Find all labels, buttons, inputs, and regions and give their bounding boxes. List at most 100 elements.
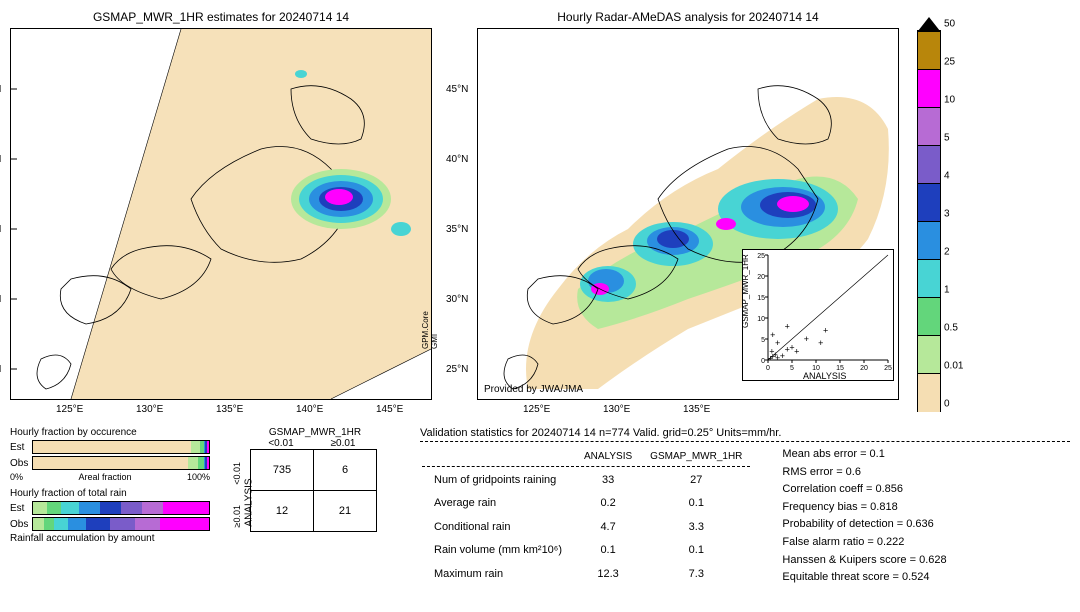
colorbar-tick: 4 bbox=[944, 171, 950, 182]
svg-text:+: + bbox=[818, 338, 823, 348]
colorbar-tick: 3 bbox=[944, 209, 950, 220]
comp-label: Conditional rain bbox=[422, 516, 574, 538]
stats-title: Validation statistics for 20240714 14 n=… bbox=[420, 427, 1070, 442]
colorbar-tick: 0.01 bbox=[944, 361, 963, 372]
svg-text:+: + bbox=[770, 330, 775, 340]
metric-row: Probability of detection = 0.636 bbox=[782, 516, 946, 534]
comp-label: Rain volume (mm km²10⁶) bbox=[422, 540, 574, 562]
svg-text:+: + bbox=[775, 338, 780, 348]
lon-tick: 135°E bbox=[216, 404, 243, 415]
comp-a: 33 bbox=[576, 469, 640, 491]
lat-tick: 25°N bbox=[0, 364, 1, 375]
comp-a: 4.7 bbox=[576, 516, 640, 538]
lon-tick: 125°E bbox=[56, 404, 83, 415]
lon-tick: 140°E bbox=[296, 404, 323, 415]
obs-label2: Obs bbox=[10, 519, 32, 530]
bottom-row: Hourly fraction by occurence Est Obs 0% A… bbox=[10, 427, 1070, 587]
scatter-xlabel: ANALYSIS bbox=[803, 371, 846, 381]
metric-row: Hanssen & Kuipers score = 0.628 bbox=[782, 552, 946, 570]
cont-cell: 21 bbox=[314, 491, 377, 532]
svg-text:+: + bbox=[769, 347, 774, 357]
cont-cell: 735 bbox=[251, 450, 314, 491]
comp-label: Average rain bbox=[422, 492, 574, 514]
rain-est-bar bbox=[32, 501, 210, 515]
svg-text:+: + bbox=[804, 334, 809, 344]
occ-obs-bar bbox=[32, 456, 210, 470]
colorbar-tick: 5 bbox=[944, 133, 950, 144]
svg-text:25: 25 bbox=[757, 253, 765, 260]
lat-tick: 30°N bbox=[446, 294, 468, 305]
left-map-svg bbox=[11, 29, 431, 399]
obs-label: Obs bbox=[10, 458, 32, 469]
lon-tick: 145°E bbox=[376, 404, 403, 415]
top-row: GSMAP_MWR_1HR estimates for 20240714 14 bbox=[10, 10, 1070, 412]
svg-text:25: 25 bbox=[884, 365, 892, 372]
comp-e: 27 bbox=[642, 469, 750, 491]
comp-a: 0.2 bbox=[576, 492, 640, 514]
stats-block: Validation statistics for 20240714 14 n=… bbox=[420, 427, 1070, 587]
rain-obs-bar bbox=[32, 517, 210, 531]
cont-row-0: <0.01 bbox=[232, 462, 242, 485]
est-label: Est bbox=[10, 442, 32, 453]
metric-row: Correlation coeff = 0.856 bbox=[782, 481, 946, 499]
svg-text:15: 15 bbox=[757, 295, 765, 302]
lat-tick: 45°N bbox=[0, 84, 1, 95]
lat-tick: 45°N bbox=[446, 84, 468, 95]
est-label2: Est bbox=[10, 503, 32, 514]
svg-text:5: 5 bbox=[761, 337, 765, 344]
lat-tick: 30°N bbox=[0, 294, 1, 305]
metrics-list: Mean abs error = 0.1RMS error = 0.6Corre… bbox=[782, 446, 946, 587]
comp-label: Num of gridpoints raining bbox=[422, 469, 574, 491]
cont-row-1: ≥0.01 bbox=[232, 505, 242, 527]
cont-col-header: GSMAP_MWR_1HR bbox=[230, 427, 400, 438]
right-map-panel: Hourly Radar-AMeDAS analysis for 2024071… bbox=[477, 10, 899, 400]
lon-tick: 125°E bbox=[523, 404, 550, 415]
comparison-table: ANALYSISGSMAP_MWR_1HR Num of gridpoints … bbox=[420, 446, 752, 587]
left-map-box: GPM.Core GMI 45°N 40°N 35°N 30°N 25°N 12… bbox=[10, 28, 432, 400]
swath-label: GPM.Core GMI bbox=[421, 311, 439, 349]
accum-title: Rainfall accumulation by amount bbox=[10, 533, 210, 544]
cont-col-1: ≥0.01 bbox=[312, 438, 374, 449]
left-map-title: GSMAP_MWR_1HR estimates for 20240714 14 bbox=[10, 10, 432, 24]
occ-title: Hourly fraction by occurence bbox=[10, 427, 210, 438]
col-est: GSMAP_MWR_1HR bbox=[642, 448, 750, 467]
svg-text:+: + bbox=[794, 347, 799, 357]
rain-title: Hourly fraction of total rain bbox=[10, 488, 210, 499]
contingency-block: GSMAP_MWR_1HR <0.01 ≥0.01 ANALYSIS <0.01… bbox=[230, 427, 400, 532]
lat-tick: 25°N bbox=[446, 364, 468, 375]
cont-row-header: ANALYSIS bbox=[244, 478, 255, 526]
svg-text:10: 10 bbox=[757, 316, 765, 323]
svg-text:0: 0 bbox=[766, 365, 770, 372]
svg-text:+: + bbox=[823, 326, 828, 336]
svg-text:+: + bbox=[785, 321, 790, 331]
metric-row: Mean abs error = 0.1 bbox=[782, 446, 946, 464]
contingency-table: 7356 1221 bbox=[250, 449, 377, 532]
metric-row: Equitable threat score = 0.524 bbox=[782, 569, 946, 587]
colorbar: 502510543210.50.010 bbox=[917, 30, 941, 412]
occ-est-bar bbox=[32, 440, 210, 454]
right-map-box: 00551010151520202525+++++++++++++++ ANAL… bbox=[477, 28, 899, 400]
colorbar-tick: 0.5 bbox=[944, 323, 958, 334]
colorbar-tick: 1 bbox=[944, 285, 950, 296]
areal-l: 0% bbox=[10, 472, 23, 482]
svg-text:20: 20 bbox=[860, 365, 868, 372]
cont-cell: 12 bbox=[251, 491, 314, 532]
left-map-panel: GSMAP_MWR_1HR estimates for 20240714 14 bbox=[10, 10, 432, 400]
lat-tick: 35°N bbox=[0, 224, 1, 235]
cont-cell: 6 bbox=[314, 450, 377, 491]
col-analysis: ANALYSIS bbox=[576, 448, 640, 467]
areal-r: 100% bbox=[187, 472, 210, 482]
lat-tick: 40°N bbox=[0, 154, 1, 165]
metric-row: False alarm ratio = 0.222 bbox=[782, 534, 946, 552]
scatter-ylabel: GSMAP_MWR_1HR bbox=[741, 254, 750, 328]
svg-text:20: 20 bbox=[757, 274, 765, 281]
lon-tick: 130°E bbox=[603, 404, 630, 415]
metric-row: Frequency bias = 0.818 bbox=[782, 499, 946, 517]
right-map-title: Hourly Radar-AMeDAS analysis for 2024071… bbox=[477, 10, 899, 24]
lon-tick: 130°E bbox=[136, 404, 163, 415]
colorbar-tick: 10 bbox=[944, 95, 955, 106]
fraction-block: Hourly fraction by occurence Est Obs 0%A… bbox=[10, 427, 210, 546]
provided-label: Provided by JWA/JMA bbox=[484, 384, 583, 395]
comp-e: 7.3 bbox=[642, 563, 750, 585]
svg-text:5: 5 bbox=[790, 365, 794, 372]
